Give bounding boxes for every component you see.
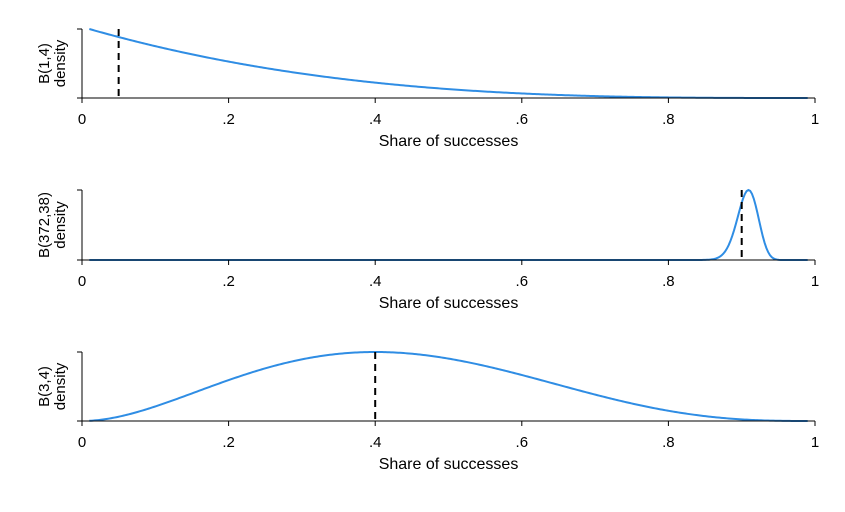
y-axis-title-line: density xyxy=(52,201,69,249)
x-tick-label: .6 xyxy=(516,111,529,128)
y-axis-title-line: density xyxy=(52,362,69,410)
y-axis-title: B(3,4)density xyxy=(36,362,69,410)
chart-panel-3: 0 .2 .4 .6 .8 1 Share of successes B(3,4)densit… xyxy=(36,351,819,473)
x-tick-label: .8 xyxy=(662,434,675,451)
x-tick-label: .4 xyxy=(369,434,382,451)
x-axis-title: Share of successes xyxy=(379,456,519,473)
x-tick-label: 1 xyxy=(811,434,819,451)
x-tick-label: 0 xyxy=(78,434,86,451)
y-axis-title-line: B(372,38) xyxy=(36,192,53,258)
y-axis-title-line: B(1,4) xyxy=(36,43,53,84)
x-tick-label: .2 xyxy=(222,273,235,290)
x-tick-label: 1 xyxy=(811,111,819,128)
chart-panel-1: 0 .2 .4 .6 .8 1 Share of successes B(1,4)densit… xyxy=(36,28,819,150)
x-tick-label: .6 xyxy=(516,434,529,451)
x-tick-label: .4 xyxy=(369,111,382,128)
density-line xyxy=(89,188,808,261)
x-axis-title: Share of successes xyxy=(379,295,519,312)
density-line xyxy=(89,28,808,99)
y-axis-title-line: density xyxy=(52,39,69,87)
x-tick-label: .2 xyxy=(222,434,235,451)
x-tick-label: .6 xyxy=(516,273,529,290)
x-tick-label: .4 xyxy=(369,273,382,290)
density-line xyxy=(89,351,808,422)
y-axis-title: B(372,38)density xyxy=(36,192,69,258)
chart-panel-2: 0 .2 .4 .6 .8 1 Share of successes B(372,38)den… xyxy=(36,188,819,312)
x-tick-label: .2 xyxy=(222,111,235,128)
x-axis-title: Share of successes xyxy=(379,133,519,150)
x-tick-label: 0 xyxy=(78,111,86,128)
x-tick-label: 1 xyxy=(811,273,819,290)
y-axis-title: B(1,4)density xyxy=(36,39,69,87)
x-tick-label: .8 xyxy=(662,111,675,128)
x-tick-label: 0 xyxy=(78,273,86,290)
x-tick-label: .8 xyxy=(662,273,675,290)
y-axis-title-line: B(3,4) xyxy=(36,366,53,407)
